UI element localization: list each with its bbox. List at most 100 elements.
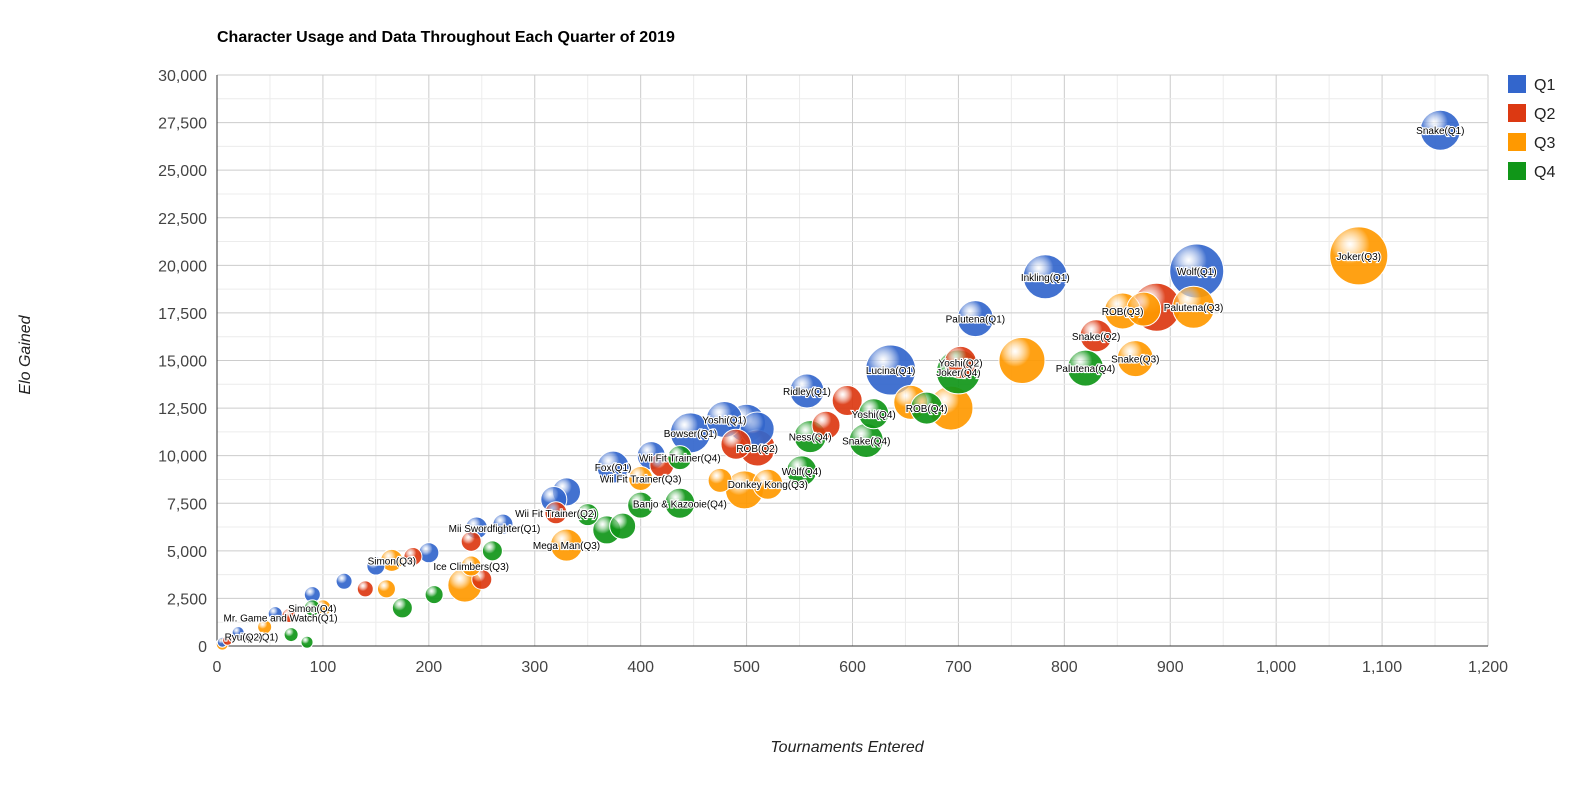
x-tick-label: 400 (627, 659, 654, 676)
bubble-label: Wii Fit Trainer(Q4) (639, 454, 721, 465)
bubble-q4[interactable] (303, 599, 321, 617)
bubble-label: ROB(Q2) (736, 444, 778, 455)
legend-swatch-q2 (1508, 104, 1526, 122)
x-axis-ticks: 0 100 200 300 400 500 600 700 800 900 1,000 1,100 1,… (213, 659, 1509, 676)
bubble-label: Snake(Q1) (1416, 126, 1464, 137)
legend: Q1 Q2 Q3 Q4 (1508, 75, 1555, 181)
y-tick-label: 15,000 (158, 354, 207, 371)
bubble-label: ROB(Q4) (906, 404, 948, 415)
x-tick-label: 0 (213, 659, 222, 676)
bubble-q4[interactable] (300, 635, 314, 649)
bubble-q1[interactable] (956, 300, 994, 338)
bubble-q4[interactable] (910, 391, 944, 425)
x-tick-label: 700 (945, 659, 972, 676)
bubble-label: Banjo & Kazooie(Q4) (633, 499, 727, 510)
legend-label-q2: Q2 (1534, 106, 1555, 123)
y-tick-label: 20,000 (158, 258, 207, 275)
bubble-label: Snake(Q3) (1111, 355, 1159, 366)
bubble-q4[interactable] (609, 512, 637, 540)
x-tick-label: 1,000 (1256, 659, 1296, 676)
bubble-q4[interactable] (786, 455, 818, 487)
bubble-q1[interactable] (335, 572, 353, 590)
bubble-q1[interactable] (492, 513, 514, 535)
bubble-q3[interactable] (628, 466, 654, 492)
bubble-q4[interactable] (424, 585, 444, 605)
bubble-label: Snake(Q2) (1072, 332, 1120, 343)
bubble-q3[interactable] (1172, 285, 1216, 329)
legend-label-q4: Q4 (1534, 164, 1555, 181)
bubble-q3[interactable] (1126, 291, 1162, 327)
bubble-q2[interactable] (720, 428, 752, 460)
bubble-q4[interactable] (664, 487, 696, 519)
bubble-q1[interactable] (366, 556, 386, 576)
bubble-label: Ryu(Q2) (225, 632, 263, 643)
bubble-q2[interactable] (356, 580, 374, 598)
bubble-q1[interactable] (789, 373, 825, 409)
bubble-q2[interactable] (281, 608, 297, 624)
bubble-label: Ryu(Q1) (240, 632, 278, 643)
bubble-q1[interactable] (231, 626, 245, 640)
y-axis-ticks: 0 2,500 5,000 7,500 10,000 12,500 15,000 17,500… (158, 68, 207, 656)
bubble-layer (215, 109, 1461, 651)
bubble-q4[interactable] (481, 540, 503, 562)
x-axis-title: Tournaments Entered (770, 739, 924, 756)
y-tick-label: 2,500 (167, 591, 207, 608)
y-axis-title: Elo Gained (17, 314, 34, 394)
bubble-q2[interactable] (403, 547, 423, 567)
x-tick-label: 100 (310, 659, 337, 676)
bubble-q4[interactable] (391, 597, 413, 619)
y-tick-label: 17,500 (158, 306, 207, 323)
legend-label-q3: Q3 (1534, 135, 1555, 152)
bubble-label: Palutena(Q3) (1164, 303, 1223, 314)
x-tick-label: 1,100 (1362, 659, 1402, 676)
bubble-q2[interactable] (1079, 319, 1113, 353)
legend-label-q1: Q1 (1534, 77, 1555, 94)
bubble-q2[interactable] (831, 384, 863, 416)
bubble-q4[interactable] (576, 503, 600, 527)
bubble-q3[interactable] (460, 555, 482, 577)
bubble-label: Yoshi(Q1) (702, 416, 746, 427)
bubble-label: Yoshi(Q2) (938, 358, 982, 369)
bubble-q3[interactable] (1329, 226, 1389, 286)
bubble-q1[interactable] (1022, 254, 1068, 300)
bubble-q1[interactable] (865, 344, 917, 396)
bubble-q4[interactable] (1067, 349, 1105, 387)
bubble-q3[interactable] (998, 337, 1046, 384)
bubble-q2[interactable] (544, 501, 568, 525)
bubble-label: Wii Fit Trainer(Q2) (515, 509, 597, 520)
bubble-q3[interactable] (257, 619, 273, 635)
bubble-label: Mr. Game and Watch(Q1) (223, 613, 337, 624)
bubble-q4[interactable] (283, 627, 299, 643)
bubble-q1[interactable] (1419, 109, 1461, 151)
y-tick-label: 25,000 (158, 163, 207, 180)
bubble-label: Wolf(Q1) (1177, 267, 1217, 278)
x-tick-label: 800 (1051, 659, 1078, 676)
y-tick-label: 10,000 (158, 449, 207, 466)
y-tick-label: 5,000 (167, 544, 207, 561)
bubble-q1[interactable] (596, 450, 630, 484)
bubble-label: Inkling(Q1) (1021, 273, 1070, 284)
bubble-label: Ice Climbers(Q3) (433, 562, 509, 573)
bubble-q2[interactable] (811, 410, 841, 440)
bubble-q4[interactable] (667, 445, 693, 471)
bubble-q2[interactable] (222, 634, 234, 646)
chart-title: Character Usage and Data Throughout Each… (217, 29, 675, 46)
x-tick-label: 200 (415, 659, 442, 676)
y-tick-label: 30,000 (158, 68, 207, 85)
bubble-label: Donkey Kong(Q3) (728, 480, 808, 491)
bubble-q4[interactable] (627, 491, 655, 519)
legend-swatch-q3 (1508, 133, 1526, 151)
bubble-label: Fox(Q1) (595, 463, 632, 474)
bubble-label: Yoshi(Q4) (852, 410, 896, 421)
bubble-q3[interactable] (752, 468, 784, 500)
bubble-q2[interactable] (460, 530, 482, 552)
bubble-q4[interactable] (858, 398, 890, 430)
gridlines (216, 74, 1489, 647)
bubble-q3[interactable] (707, 467, 733, 493)
y-tick-label: 0 (198, 639, 207, 656)
bubble-q3[interactable] (550, 528, 584, 562)
bubble-q2[interactable] (944, 345, 978, 379)
bubble-q3[interactable] (376, 579, 396, 599)
bubble-q3[interactable] (1116, 340, 1154, 378)
